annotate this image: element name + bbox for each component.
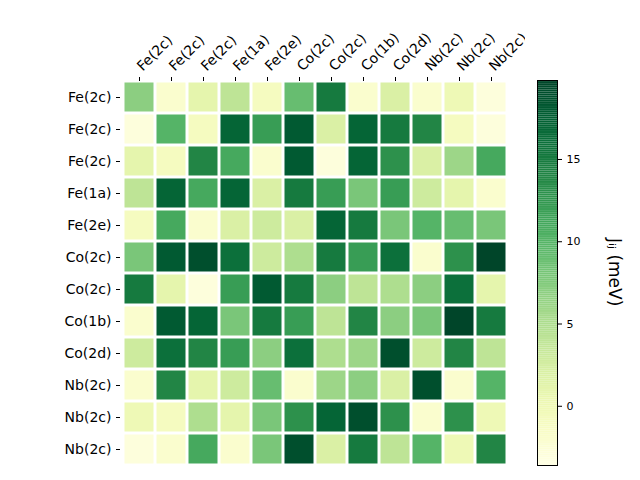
- svg-text:Co(2d): Co(2d): [389, 29, 435, 74]
- svg-text:Nb(2c): Nb(2c): [65, 377, 112, 393]
- svg-text:Fe(2e): Fe(2e): [261, 31, 305, 74]
- svg-text:Fe(2e): Fe(2e): [67, 217, 111, 233]
- svg-text:Fe(2c): Fe(2c): [68, 121, 111, 137]
- svg-text:Co(2c): Co(2c): [325, 30, 370, 74]
- svg-text:Fe(1a): Fe(1a): [229, 31, 273, 74]
- svg-text:10: 10: [567, 235, 581, 248]
- svg-text:15: 15: [567, 153, 581, 166]
- html-text:Jᵢⱼ (meV): Jᵢⱼ (meV): [605, 238, 625, 307]
- svg-text:Nb(2c): Nb(2c): [65, 441, 112, 457]
- svg-text:Co(2c): Co(2c): [66, 249, 112, 265]
- svg-text:Fe(2c): Fe(2c): [133, 31, 176, 74]
- svg-text:Co(1b): Co(1b): [357, 29, 403, 74]
- svg-text:Nb(2c): Nb(2c): [421, 29, 466, 74]
- svg-text:Co(2c): Co(2c): [293, 30, 338, 74]
- svg-text:5: 5: [567, 318, 574, 331]
- svg-text:Fe(2c): Fe(2c): [165, 31, 208, 74]
- svg-text:Fe(2c): Fe(2c): [68, 153, 111, 169]
- svg-text:Nb(2c): Nb(2c): [485, 29, 525, 73]
- svg-text:Co(2c): Co(2c): [66, 281, 112, 297]
- svg-text:Fe(1a): Fe(1a): [67, 185, 111, 201]
- svg-text:Nb(2c): Nb(2c): [65, 409, 112, 425]
- svg-text:Fe(2c): Fe(2c): [197, 31, 240, 74]
- svg-text:Co(1b): Co(1b): [64, 313, 111, 329]
- svg-text:Fe(2c): Fe(2c): [68, 89, 111, 105]
- svg-text:0: 0: [567, 400, 574, 413]
- svg-text:Co(2d): Co(2d): [64, 345, 111, 361]
